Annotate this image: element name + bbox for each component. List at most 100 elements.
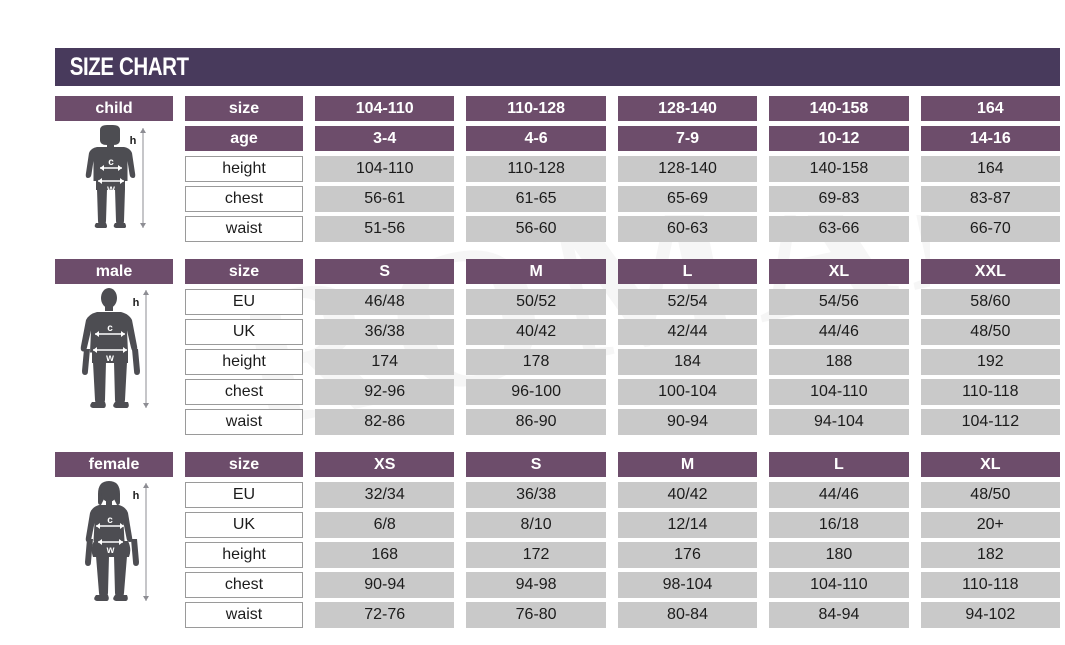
table-row: chest 92-96 96-100 100-104 104-110 110-118	[185, 379, 1061, 407]
data-cell: 104-110	[769, 572, 909, 598]
figure-column-male: male	[55, 259, 173, 412]
data-cell: 48/50	[920, 319, 1061, 345]
data-cell: 128-140	[617, 156, 758, 182]
header-cell: 3-4	[315, 126, 455, 151]
figure-column-child: child h	[55, 96, 173, 232]
svg-text:c: c	[108, 157, 114, 168]
data-cell: 72-76	[315, 602, 455, 628]
data-cell: 56-60	[466, 216, 606, 242]
data-cell: 36/38	[466, 482, 606, 508]
table-row: EU 46/48 50/52 52/54 54/56 58/60	[185, 289, 1061, 317]
child-figure-svg: h c w	[85, 125, 146, 228]
table-row: waist 72-76 76-80 80-84 84-94 94-102	[185, 602, 1061, 630]
header-cell: 128-140	[617, 96, 758, 121]
data-cell: 104-110	[769, 379, 909, 405]
header-cell: L	[617, 259, 758, 284]
figure-column-female: female	[55, 452, 173, 605]
data-cell: 76-80	[466, 602, 606, 628]
section-header-female: female	[55, 452, 173, 477]
table-row: height 174 178 184 188 192	[185, 349, 1061, 377]
female-figure-svg: h c w	[85, 481, 149, 601]
svg-text:h: h	[133, 297, 140, 309]
row-label-waist: waist	[185, 216, 303, 242]
male-figure: h c w	[55, 287, 173, 412]
data-cell: 8/10	[466, 512, 606, 538]
data-cell: 90-94	[617, 409, 758, 435]
male-figure-svg: h c w	[80, 288, 149, 408]
data-cell: 69-83	[769, 186, 909, 212]
section-header-child: child	[55, 96, 173, 121]
size-table-grid: child h	[55, 96, 1061, 632]
table-row: age 3-4 4-6 7-9 10-12 14-16	[185, 126, 1061, 154]
table-row: UK 36/38 40/42 42/44 44/46 48/50	[185, 319, 1061, 347]
table-row: height 168 172 176 180 182	[185, 542, 1061, 570]
child-figure: h c w	[55, 124, 173, 232]
data-cell: 110-118	[920, 379, 1061, 405]
data-cell: 172	[466, 542, 606, 568]
data-cell: 180	[769, 542, 909, 568]
svg-text:w: w	[106, 184, 115, 195]
row-label-waist: waist	[185, 409, 303, 435]
data-cell: 94-104	[769, 409, 909, 435]
row-label-UK: UK	[185, 512, 303, 538]
svg-text:c: c	[107, 323, 113, 334]
row-label-EU: EU	[185, 289, 303, 315]
page-title: SIZE CHART	[69, 52, 189, 81]
data-cell: 36/38	[315, 319, 455, 345]
data-cell: 54/56	[769, 289, 909, 315]
header-cell: 7-9	[617, 126, 758, 151]
table-row: chest 56-61 61-65 65-69 69-83 83-87	[185, 186, 1061, 214]
data-cell: 50/52	[466, 289, 606, 315]
svg-text:w: w	[105, 353, 114, 364]
header-cell: 110-128	[466, 96, 606, 121]
row-label-EU: EU	[185, 482, 303, 508]
rows-male: size S M L XL XXL EU 46/48 50/52 52/54 54/56 58/60 U…	[185, 259, 1061, 437]
section-male: male	[55, 259, 1061, 437]
data-cell: 110-118	[920, 572, 1061, 598]
table-row: size S M L XL XXL	[185, 259, 1061, 287]
data-cell: 56-61	[315, 186, 455, 212]
table-row: height 104-110 110-128 128-140 140-158 164	[185, 156, 1061, 184]
data-cell: 40/42	[617, 482, 758, 508]
row-label-waist: waist	[185, 602, 303, 628]
data-cell: 12/14	[617, 512, 758, 538]
data-cell: 65-69	[617, 186, 758, 212]
data-cell: 52/54	[617, 289, 758, 315]
data-cell: 96-100	[466, 379, 606, 405]
data-cell: 94-98	[466, 572, 606, 598]
header-cell: M	[617, 452, 758, 477]
data-cell: 46/48	[315, 289, 455, 315]
data-cell: 51-56	[315, 216, 455, 242]
data-cell: 63-66	[769, 216, 909, 242]
data-cell: 42/44	[617, 319, 758, 345]
data-cell: 176	[617, 542, 758, 568]
section-spacer	[55, 246, 1060, 259]
header-cell: XL	[769, 259, 909, 284]
table-row: waist 82-86 86-90 90-94 94-104 104-112	[185, 409, 1061, 437]
table-row: UK 6/8 8/10 12/14 16/18 20+	[185, 512, 1061, 540]
header-cell: S	[466, 452, 606, 477]
data-cell: 6/8	[315, 512, 455, 538]
female-figure: h c w	[55, 480, 173, 605]
row-label-chest: chest	[185, 572, 303, 598]
data-cell: 32/34	[315, 482, 455, 508]
svg-text:h: h	[133, 490, 140, 502]
section-spacer	[55, 439, 1060, 452]
data-cell: 178	[466, 349, 606, 375]
data-cell: 164	[920, 156, 1061, 182]
svg-text:w: w	[106, 545, 115, 556]
data-cell: 100-104	[617, 379, 758, 405]
section-header-male: male	[55, 259, 173, 284]
data-cell: 86-90	[466, 409, 606, 435]
data-cell: 84-94	[769, 602, 909, 628]
data-cell: 94-102	[920, 602, 1061, 628]
row-label-height: height	[185, 349, 303, 375]
row-label-height: height	[185, 542, 303, 568]
data-cell: 20+	[920, 512, 1061, 538]
row-label-height: height	[185, 156, 303, 182]
row-label-size: size	[185, 96, 303, 121]
header-cell: 4-6	[466, 126, 606, 151]
data-cell: 48/50	[920, 482, 1061, 508]
row-label-age: age	[185, 126, 303, 151]
data-cell: 104-112	[920, 409, 1061, 435]
